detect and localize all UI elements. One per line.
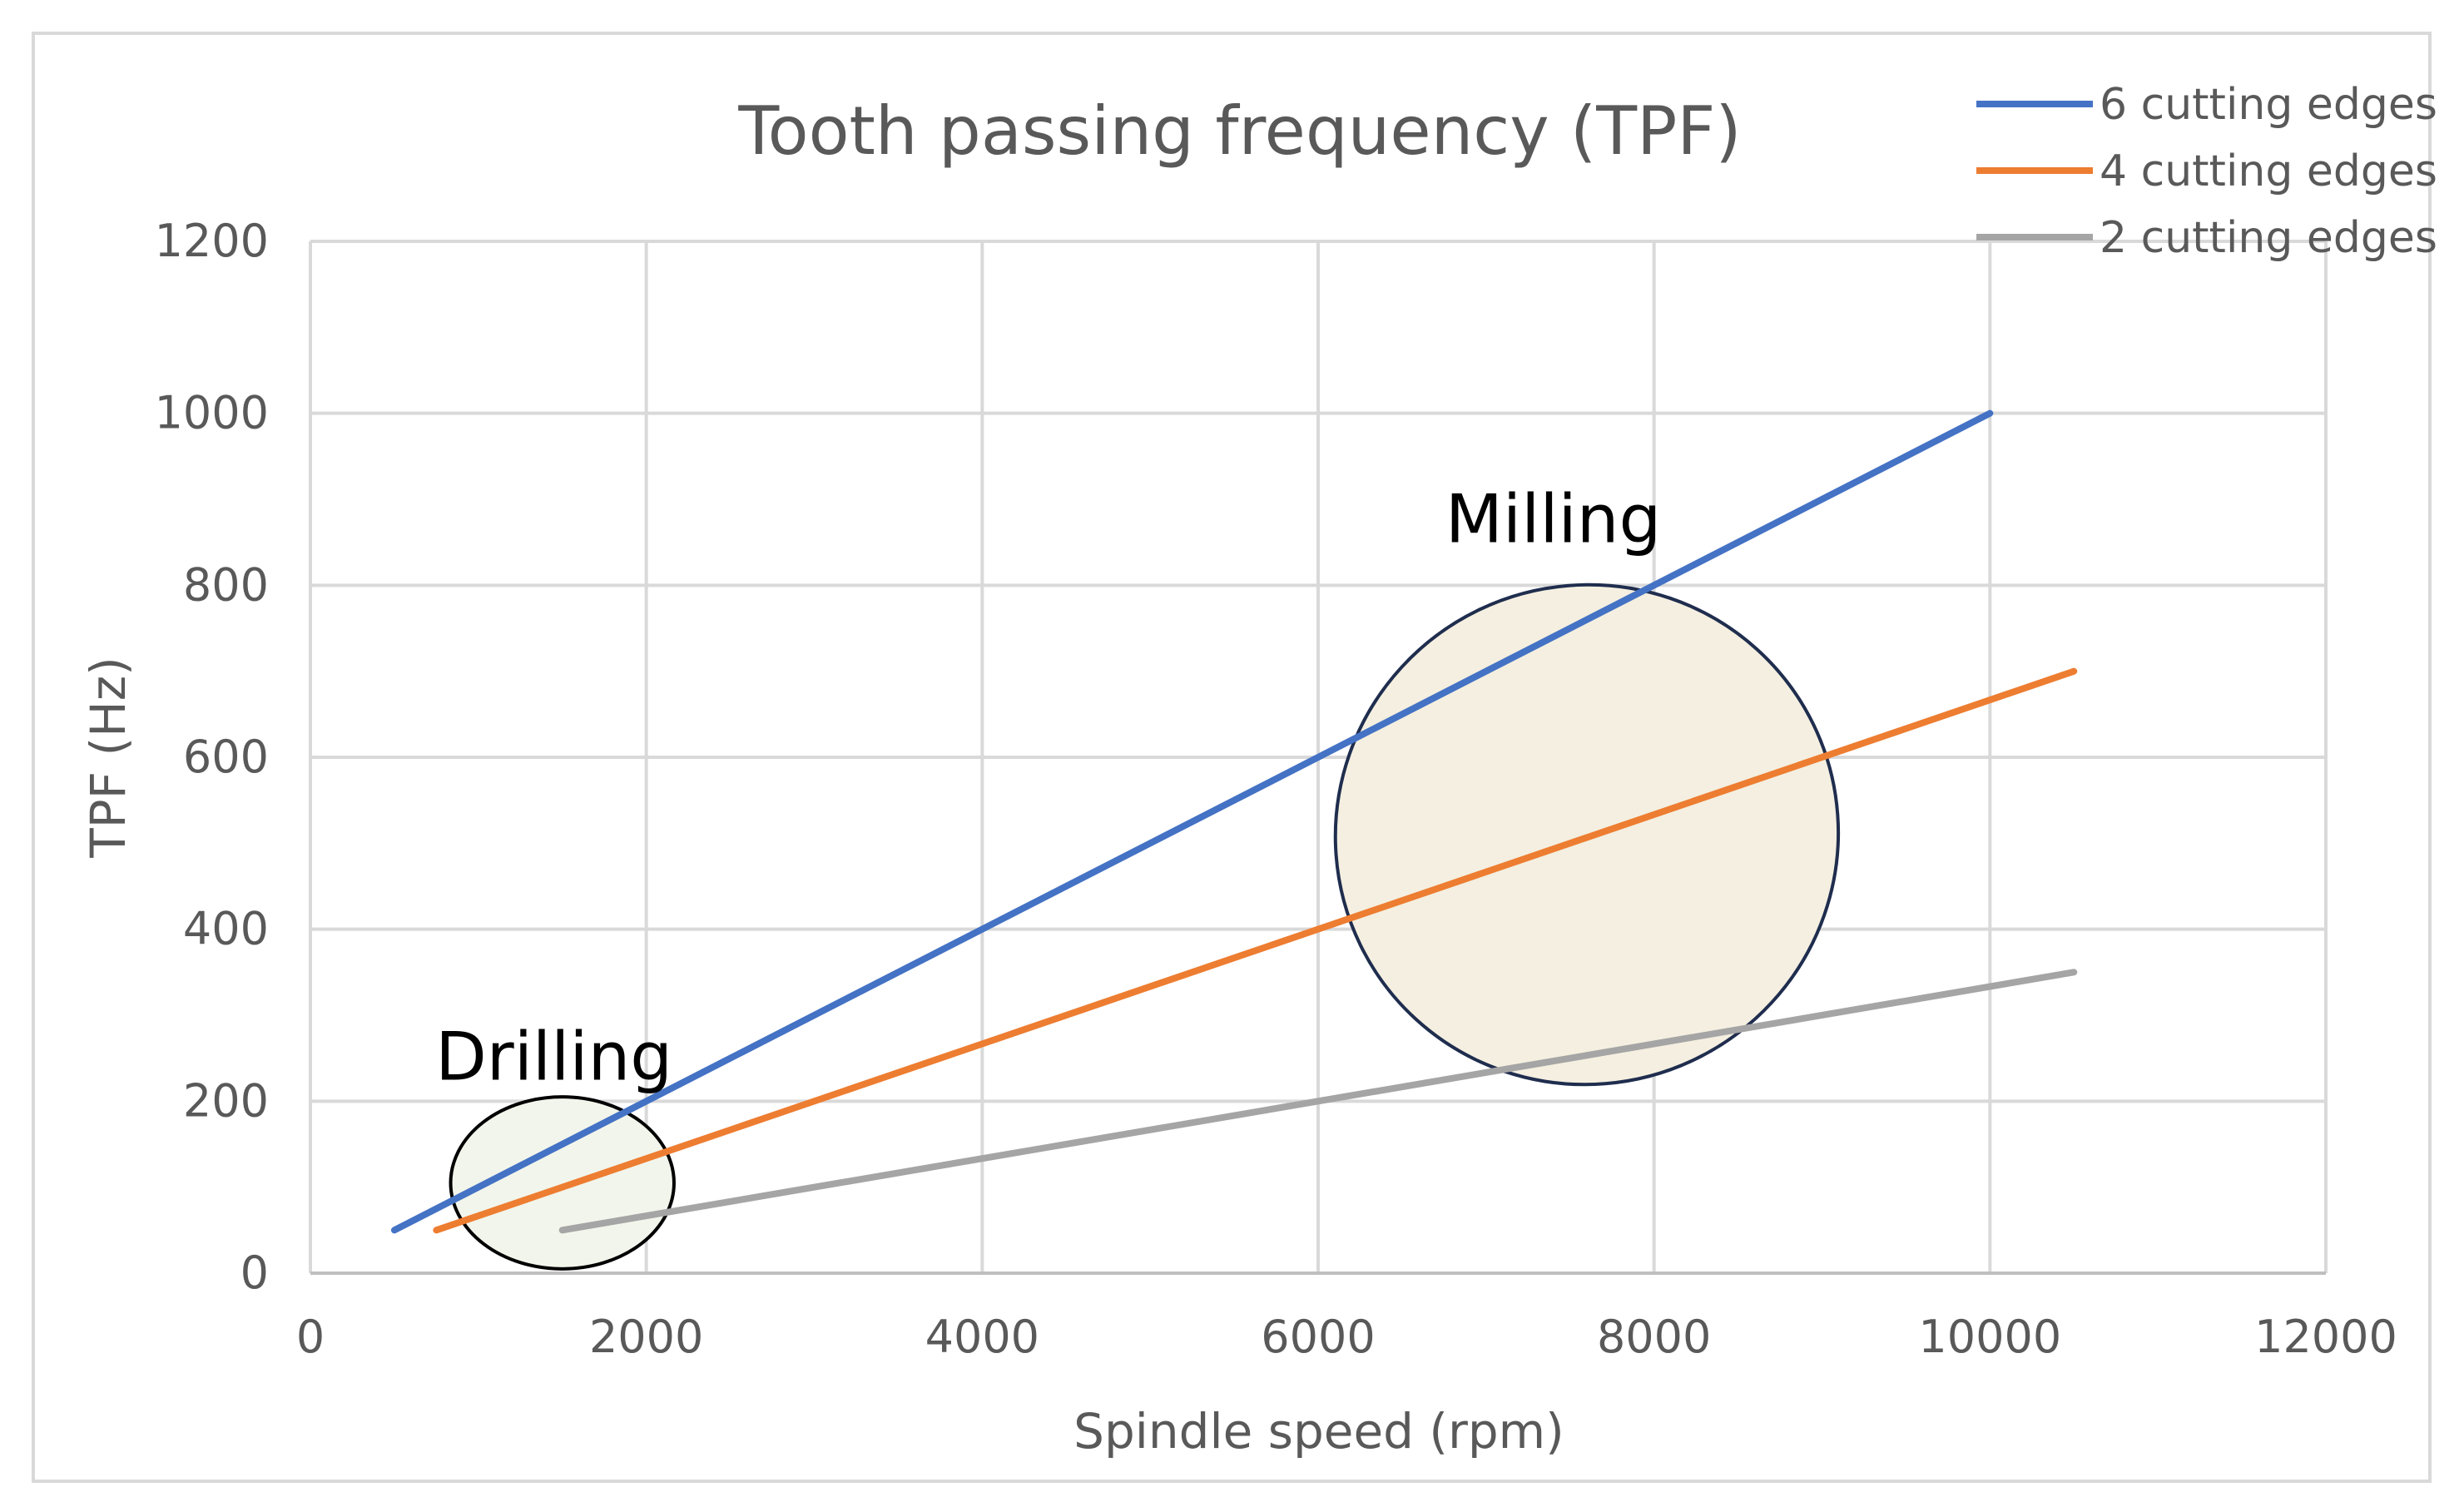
y-tick-label: 1200: [155, 215, 269, 267]
legend-entry-label: 6 cutting edges: [2100, 80, 2437, 130]
y-tick-label: 600: [183, 731, 269, 783]
y-tick-label: 0: [240, 1247, 269, 1299]
x-axis-label: Spindle speed (rpm): [1073, 1403, 1564, 1460]
x-tick-label: 8000: [1597, 1311, 1711, 1363]
legend-entry-label: 2 cutting edges: [2100, 213, 2437, 263]
x-tick-label: 4000: [925, 1311, 1039, 1363]
tick-labels: 0 2000 4000 6000 8000 10000 12000 0 200 400 600 800…: [155, 215, 2397, 1363]
x-tick-label: 2000: [589, 1311, 703, 1363]
annotation-labels: Drilling Milling: [435, 481, 1661, 1096]
series-line-4-edges: [433, 667, 2078, 1234]
x-tick-label: 10000: [1918, 1311, 2061, 1363]
y-tick-label: 200: [183, 1074, 269, 1127]
series-lines: [390, 409, 2078, 1234]
legend-entry-label: 4 cutting edges: [2100, 146, 2437, 196]
x-tick-label: 12000: [2254, 1311, 2397, 1363]
drilling-ellipse: [449, 1095, 676, 1271]
milling-label: Milling: [1445, 481, 1661, 558]
series-line-2-edges: [558, 969, 2078, 1234]
y-axis-label: TPF (Hz): [80, 657, 136, 859]
series-line-6-edges: [390, 409, 1994, 1234]
drilling-label: Drilling: [435, 1019, 672, 1096]
y-tick-label: 800: [183, 558, 269, 611]
chart-title: Tooth passing frequency (TPF): [737, 92, 1741, 170]
legend: 6 cutting edges 4 cutting edges 2 cutting …: [1976, 80, 2437, 263]
x-tick-label: 0: [296, 1311, 325, 1363]
x-tick-label: 6000: [1261, 1311, 1375, 1363]
y-tick-label: 1000: [155, 387, 269, 439]
y-tick-label: 400: [183, 903, 269, 955]
